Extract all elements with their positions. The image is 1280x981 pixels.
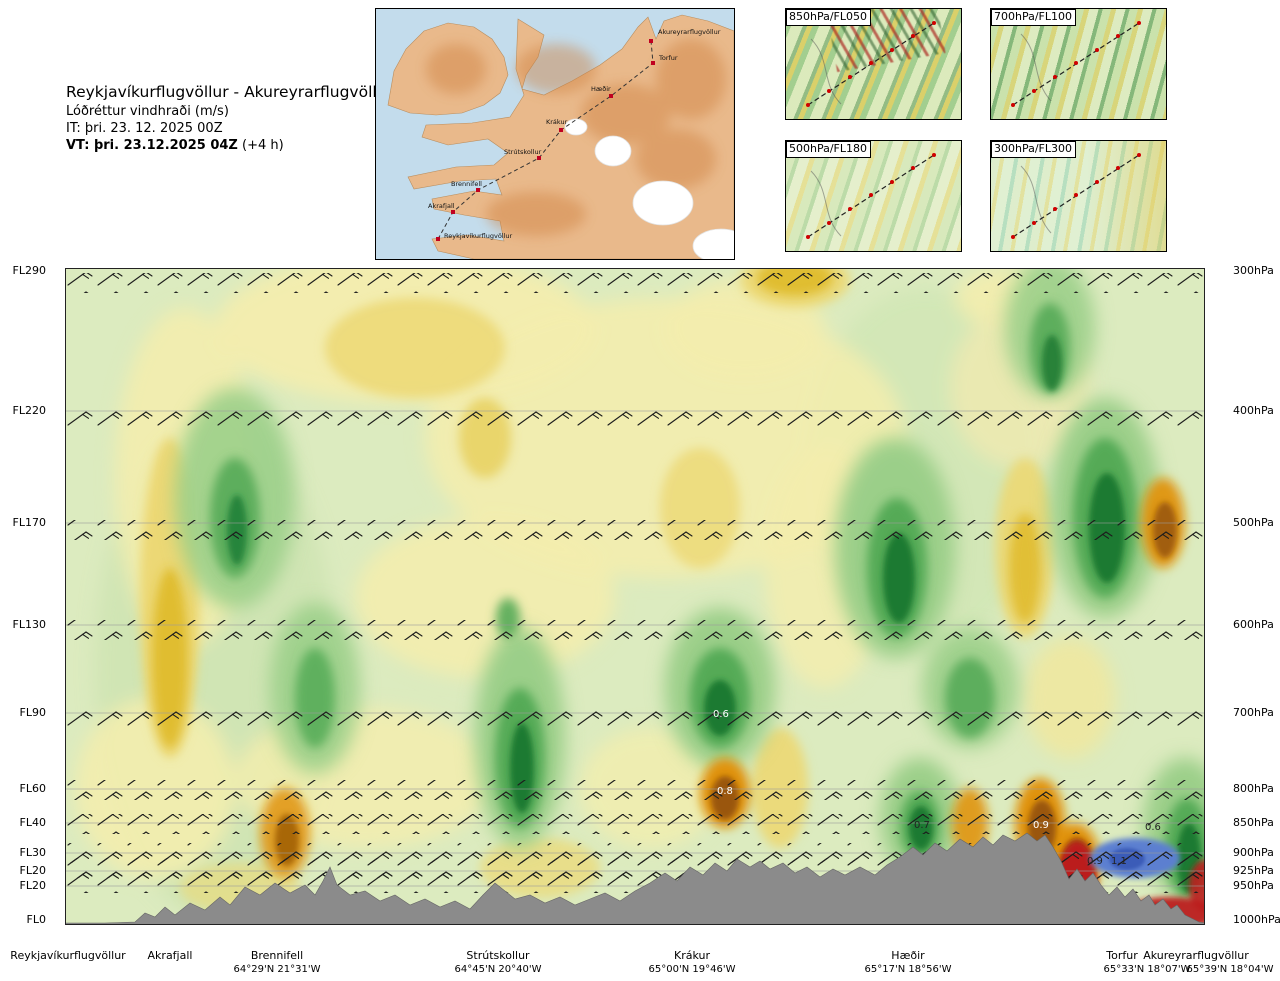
map-label-haedir: Hæðir xyxy=(591,85,611,93)
map-label-akrafjall: Akrafjall xyxy=(428,202,455,210)
route-station-dots xyxy=(436,39,655,241)
pressure-label: 500hPa xyxy=(1233,516,1274,529)
panel-700hpa-route xyxy=(1011,21,1141,107)
flight-level-label: FL170 xyxy=(12,516,46,529)
contour-label: 0.7 xyxy=(914,820,930,831)
station-name: Krákur xyxy=(673,949,711,962)
contour-label: 0.6 xyxy=(713,709,729,720)
pressure-label: 400hPa xyxy=(1233,404,1274,417)
contour-label: 1.1 xyxy=(1111,856,1127,867)
terrain-shading xyxy=(426,39,726,236)
panel-300hpa: 300hPa/FL300 xyxy=(990,140,1167,252)
valid-time-bold: VT: þri. 23.12.2025 04Z xyxy=(66,138,238,153)
contour-label: 0.8 xyxy=(717,786,733,797)
station-coords: 65°33'N 18°07'W xyxy=(1103,964,1191,975)
station-coords: 64°29'N 21°31'W xyxy=(233,964,321,975)
flight-level-label: FL220 xyxy=(12,404,46,417)
map-label-reykjavikurflugvollur: Reykjavíkurflugvöllur xyxy=(444,232,513,240)
pressure-label: 950hPa xyxy=(1233,879,1274,892)
pressure-label: 300hPa xyxy=(1233,264,1274,277)
panel-300hpa-route xyxy=(1011,153,1141,239)
chart-border xyxy=(65,268,1205,925)
panel-500hpa-route xyxy=(806,153,936,239)
flight-level-label: FL290 xyxy=(12,264,46,277)
cross-section-chart: 0.6 0.8 0.7 0.9 0.9 1.1 0.6 xyxy=(64,268,1206,926)
station-name: Strútskollur xyxy=(466,949,530,962)
flight-level-label: FL130 xyxy=(12,618,46,631)
contour-label: 0.9 xyxy=(1033,820,1049,831)
chart-subtitle: Lóðréttur vindhraði (m/s) xyxy=(66,104,229,119)
contour-label: 0.9 xyxy=(1087,856,1103,867)
panel-850hpa-route xyxy=(806,21,936,107)
station-name: Akureyrarflugvöllur xyxy=(1143,949,1249,962)
panel-300hpa-label: 300hPa/FL300 xyxy=(991,141,1077,158)
header: Reykjavíkurflugvöllur - Akureyrarflugvöl… xyxy=(66,84,393,154)
station-name: Reykjavíkurflugvöllur xyxy=(10,949,126,962)
station-coords: 65°17'N 18°56'W xyxy=(864,964,952,975)
station-name: Hæðir xyxy=(891,949,925,962)
map-label-torfur: Torfur xyxy=(659,54,678,62)
map-label-brennifell: Brennifell xyxy=(451,180,482,188)
flight-level-label: FL20 xyxy=(19,864,46,877)
panel-700hpa-label: 700hPa/FL100 xyxy=(991,9,1077,26)
flight-level-label: FL20 xyxy=(19,879,46,892)
panel-850hpa: 850hPa/FL050 xyxy=(785,8,962,120)
valid-time: VT: þri. 23.12.2025 04Z (+4 h) xyxy=(66,137,393,154)
terrain-profile xyxy=(64,832,1206,926)
panel-850hpa-label: 850hPa/FL050 xyxy=(786,9,872,26)
cross-section-plot: 0.6 0.8 0.7 0.9 0.9 1.1 0.6 xyxy=(64,268,1206,926)
station-name: Torfur xyxy=(1106,949,1138,962)
iceland-map-graphic xyxy=(376,9,734,259)
station-name: Akrafjall xyxy=(147,949,193,962)
pressure-label: 925hPa xyxy=(1233,864,1274,877)
page-title: Reykjavíkurflugvöllur - Akureyrarflugvöl… xyxy=(66,83,393,101)
station-coords: 64°45'N 20°40'W xyxy=(454,964,542,975)
station-name: Brennifell xyxy=(250,949,304,962)
pressure-label: 850hPa xyxy=(1233,816,1274,829)
station-coords: 65°00'N 19°46'W xyxy=(648,964,736,975)
route-overview-map: Akureyrarflugvöllur Torfur Hæðir Krákur … xyxy=(375,8,735,260)
contour-label: 0.6 xyxy=(1145,822,1161,833)
valid-time-offset: (+4 h) xyxy=(237,138,284,153)
route-line xyxy=(437,40,654,240)
station-coords: 65°39'N 18°04'W xyxy=(1186,964,1274,975)
map-label-krakur: Krákur xyxy=(546,118,568,126)
glaciers xyxy=(564,118,734,259)
flight-level-label: FL60 xyxy=(19,782,46,795)
flight-level-label: FL0 xyxy=(26,913,46,926)
pressure-label: 600hPa xyxy=(1233,618,1274,631)
pressure-label: 700hPa xyxy=(1233,706,1274,719)
flight-level-label: FL30 xyxy=(19,846,46,859)
pressure-label: 900hPa xyxy=(1233,846,1274,859)
pressure-label: 800hPa xyxy=(1233,782,1274,795)
flight-level-label: FL90 xyxy=(19,706,46,719)
contour-label-group: 0.6 0.8 0.7 0.9 0.9 1.1 0.6 xyxy=(713,709,1161,867)
panel-700hpa: 700hPa/FL100 xyxy=(990,8,1167,120)
map-label-strutskollur: Strútskollur xyxy=(504,148,542,156)
init-time: IT: þri. 23. 12. 2025 00Z xyxy=(66,121,223,136)
pressure-label: 1000hPa xyxy=(1233,913,1280,926)
map-label-akureyrarflugvollur: Akureyrarflugvöllur xyxy=(658,28,721,36)
flight-level-label: FL40 xyxy=(19,816,46,829)
panel-500hpa: 500hPa/FL180 xyxy=(785,140,962,252)
panel-500hpa-label: 500hPa/FL180 xyxy=(786,141,872,158)
